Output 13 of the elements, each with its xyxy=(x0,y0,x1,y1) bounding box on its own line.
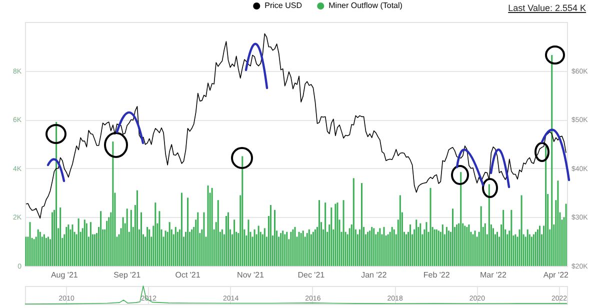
text: Last Value: 2.554 K xyxy=(508,3,586,13)
x-tick-label: Dec '21 xyxy=(298,270,326,280)
x-tick-label: Aug '21 xyxy=(50,270,78,280)
legend-label: Miner Outflow (Total) xyxy=(328,1,403,10)
legend-label: Price USD xyxy=(264,1,302,10)
x-tick-label: Feb '22 xyxy=(423,270,450,280)
x-tick-label: Apr '22 xyxy=(543,270,570,280)
x-tick-label: Sep '21 xyxy=(114,270,142,280)
x-tick-label: Mar '22 xyxy=(480,270,507,280)
line-series xyxy=(26,33,566,219)
x-tick-label: Nov '21 xyxy=(237,270,264,280)
x-tick-label: Jan '22 xyxy=(361,270,388,280)
x-tick-label: Oct '21 xyxy=(175,270,201,280)
